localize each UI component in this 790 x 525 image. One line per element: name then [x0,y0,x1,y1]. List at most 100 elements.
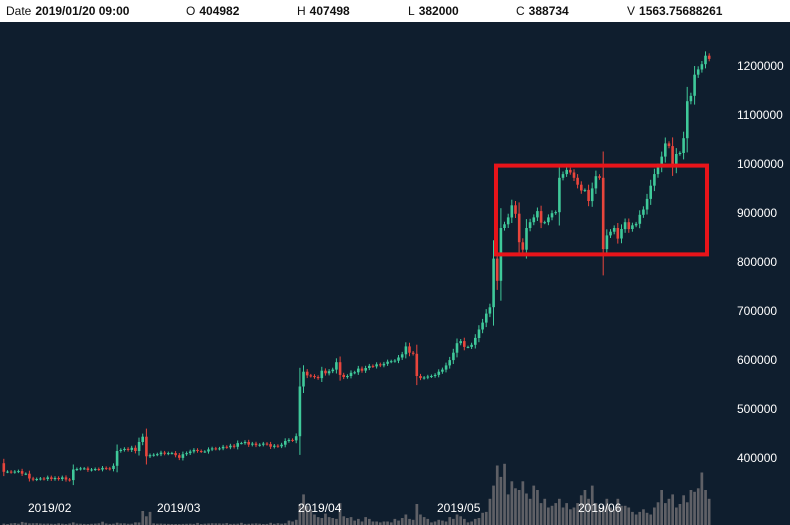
candle-body [225,446,229,448]
volume-bar [400,518,404,525]
volume-bar [46,523,50,525]
candle [441,367,444,374]
volume-bar [159,523,163,525]
volume-bar [313,514,316,525]
candle [561,171,565,181]
candle-body [9,471,13,473]
volume-bar [631,511,634,525]
volume-bar [134,522,137,525]
volume-bar [338,503,342,525]
candle [97,467,101,471]
candle-body [422,377,426,379]
candle-body [302,371,305,387]
volume-bar [477,518,481,525]
volume-bar [335,518,338,525]
candle [539,205,543,229]
candle [320,366,324,382]
volume-bar [28,523,31,525]
volume-bar [704,490,707,525]
volume-bar [79,523,82,525]
candle [455,338,459,358]
volume-bar [444,521,448,525]
candle-body [294,436,298,441]
candle-body [86,468,90,470]
candle [481,318,484,334]
candle-body [514,205,517,214]
candle-body [605,235,609,250]
candle-body [214,448,218,450]
candle-body [338,362,342,375]
candle-body [645,198,649,210]
candle-body [196,449,199,451]
volume-bar [627,507,631,525]
volume-bar [130,523,134,525]
candle [459,339,462,346]
volume-bar [90,523,93,525]
candle [130,445,134,452]
candle-body [569,169,572,173]
candle [686,86,689,153]
candle-body [17,471,20,473]
candle-body [521,242,525,250]
candle [287,438,291,443]
candle [42,477,46,481]
candle-body [411,352,415,354]
candle [547,214,550,226]
volume-bar [569,509,572,525]
volume-bar [20,521,24,525]
volume-bar [272,523,276,525]
volume-bar [543,498,547,525]
volume-bar [565,503,568,525]
candle-body [700,64,704,70]
candle-body [97,469,101,470]
candle [675,148,678,174]
volume-bar [75,523,79,525]
candle [393,359,397,363]
volume-bar [536,490,539,525]
candle [444,362,448,373]
x-tick-label: 2019/02 [28,501,72,515]
candle-body [20,471,24,474]
volume-bar [517,490,521,525]
volume-bar [368,518,371,525]
candle [20,468,24,476]
candle [210,446,214,452]
candle-body [83,468,86,470]
candle-body [620,229,623,239]
volume-bar [97,523,101,525]
candle-body [539,211,543,223]
candle [90,468,93,472]
candle-body [397,357,400,361]
candle [346,374,349,379]
volume-bar [265,523,269,525]
candle [598,174,601,180]
candle-body [104,467,108,469]
candle [506,213,510,228]
candle [426,374,430,380]
volume-bar [448,517,452,525]
candle [349,370,353,379]
candle [700,61,704,73]
volume-bar [269,522,272,525]
candle-body [536,211,539,218]
candle-body [79,468,82,470]
candle-body [474,337,477,345]
volume-bar [671,494,674,525]
volume-bar [528,498,532,525]
candle-body [185,453,188,455]
candle [280,442,283,449]
candle [375,362,378,369]
candle [368,363,371,371]
volume-bar [470,521,473,525]
volume-bar [305,505,309,525]
candle-body [693,74,696,96]
volume-bar [50,523,53,525]
candle [660,151,663,173]
volume-bar [689,490,693,525]
candle-body [130,447,134,450]
candle [273,444,276,449]
candle-body [466,346,470,348]
candle [594,170,598,194]
